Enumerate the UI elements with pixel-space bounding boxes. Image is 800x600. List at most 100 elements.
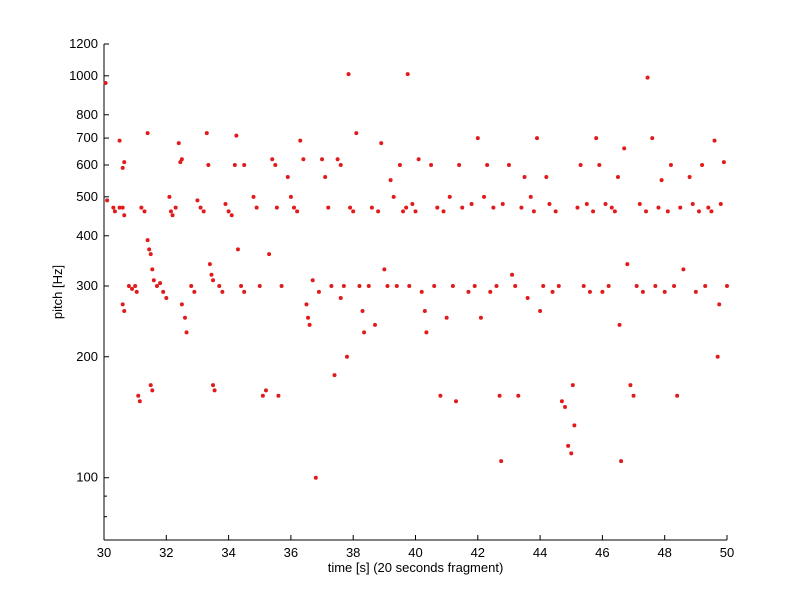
data-point [494,283,499,288]
data-point [450,283,455,288]
data-point [721,160,726,165]
y-tick-label: 1200 [69,36,98,51]
data-point [126,283,131,288]
data-point [559,399,564,404]
data-point [332,373,337,378]
data-point [354,131,359,136]
data-point [678,205,683,210]
data-point [179,302,184,307]
data-point [111,205,116,210]
data-point [422,308,427,313]
data-point [234,133,239,138]
data-point [251,194,256,199]
data-point [469,201,474,206]
data-point [242,162,247,167]
data-point [134,289,139,294]
data-point [516,393,521,398]
data-point [351,209,356,214]
data-point [591,209,596,214]
data-point [541,283,546,288]
data-point [513,283,518,288]
data-point [148,383,153,388]
y-tick-label: 800 [76,107,98,122]
data-point [301,157,306,162]
data-point [637,201,642,206]
data-point [117,138,122,143]
data-point [653,283,658,288]
data-point [120,165,125,170]
data-point [257,283,262,288]
x-tick-label: 44 [533,545,547,560]
data-point [306,315,311,320]
data-point [385,283,390,288]
data-point [550,289,555,294]
x-tick-label: 36 [284,545,298,560]
data-point [581,283,586,288]
data-point [154,283,159,288]
data-point [681,267,686,272]
data-point [151,278,156,283]
data-points [103,72,729,480]
x-tick-label: 42 [471,545,485,560]
data-point [147,247,152,252]
data-point [584,201,589,206]
data-point [369,205,374,210]
data-point [485,162,490,167]
data-point [544,175,549,180]
x-tick-label: 34 [221,545,235,560]
data-point [209,272,214,277]
data-point [145,238,150,243]
data-point [696,209,701,214]
data-point [563,404,568,409]
data-point [148,252,153,257]
data-point [366,283,371,288]
data-point [687,175,692,180]
data-point [453,399,458,404]
data-point [397,162,402,167]
data-point [122,308,127,313]
y-tick-label: 300 [76,278,98,293]
data-point [220,289,225,294]
data-point [407,283,412,288]
data-point [133,283,138,288]
data-point [167,194,172,199]
data-point [150,267,155,272]
data-point [112,209,117,214]
y-axis-ticks: 100 200 300 400 500 600 700 800 1000 1200 [69,36,109,518]
data-point [142,209,147,214]
data-point [510,272,515,277]
data-point [373,322,378,327]
data-point [410,201,415,206]
data-point [634,283,639,288]
data-point [279,283,284,288]
data-point [534,136,539,141]
data-point [313,475,318,480]
data-point [254,205,259,210]
data-point [323,175,328,180]
data-point [619,459,624,464]
data-point [600,289,605,294]
data-point [640,289,645,294]
data-point [416,157,421,162]
data-point [357,283,362,288]
data-point [217,283,222,288]
data-point [263,388,268,393]
data-point [587,289,592,294]
data-point [718,201,723,206]
data-point [170,213,175,218]
data-point [460,205,465,210]
data-point [612,209,617,214]
data-point [182,315,187,320]
data-point [597,162,602,167]
data-point [457,162,462,167]
data-point [424,330,429,335]
data-point [206,162,211,167]
data-point [335,157,340,162]
data-point [136,393,141,398]
data-point [725,283,729,288]
data-point [617,322,622,327]
data-point [659,178,664,183]
data-point [139,205,144,210]
data-point [432,283,437,288]
